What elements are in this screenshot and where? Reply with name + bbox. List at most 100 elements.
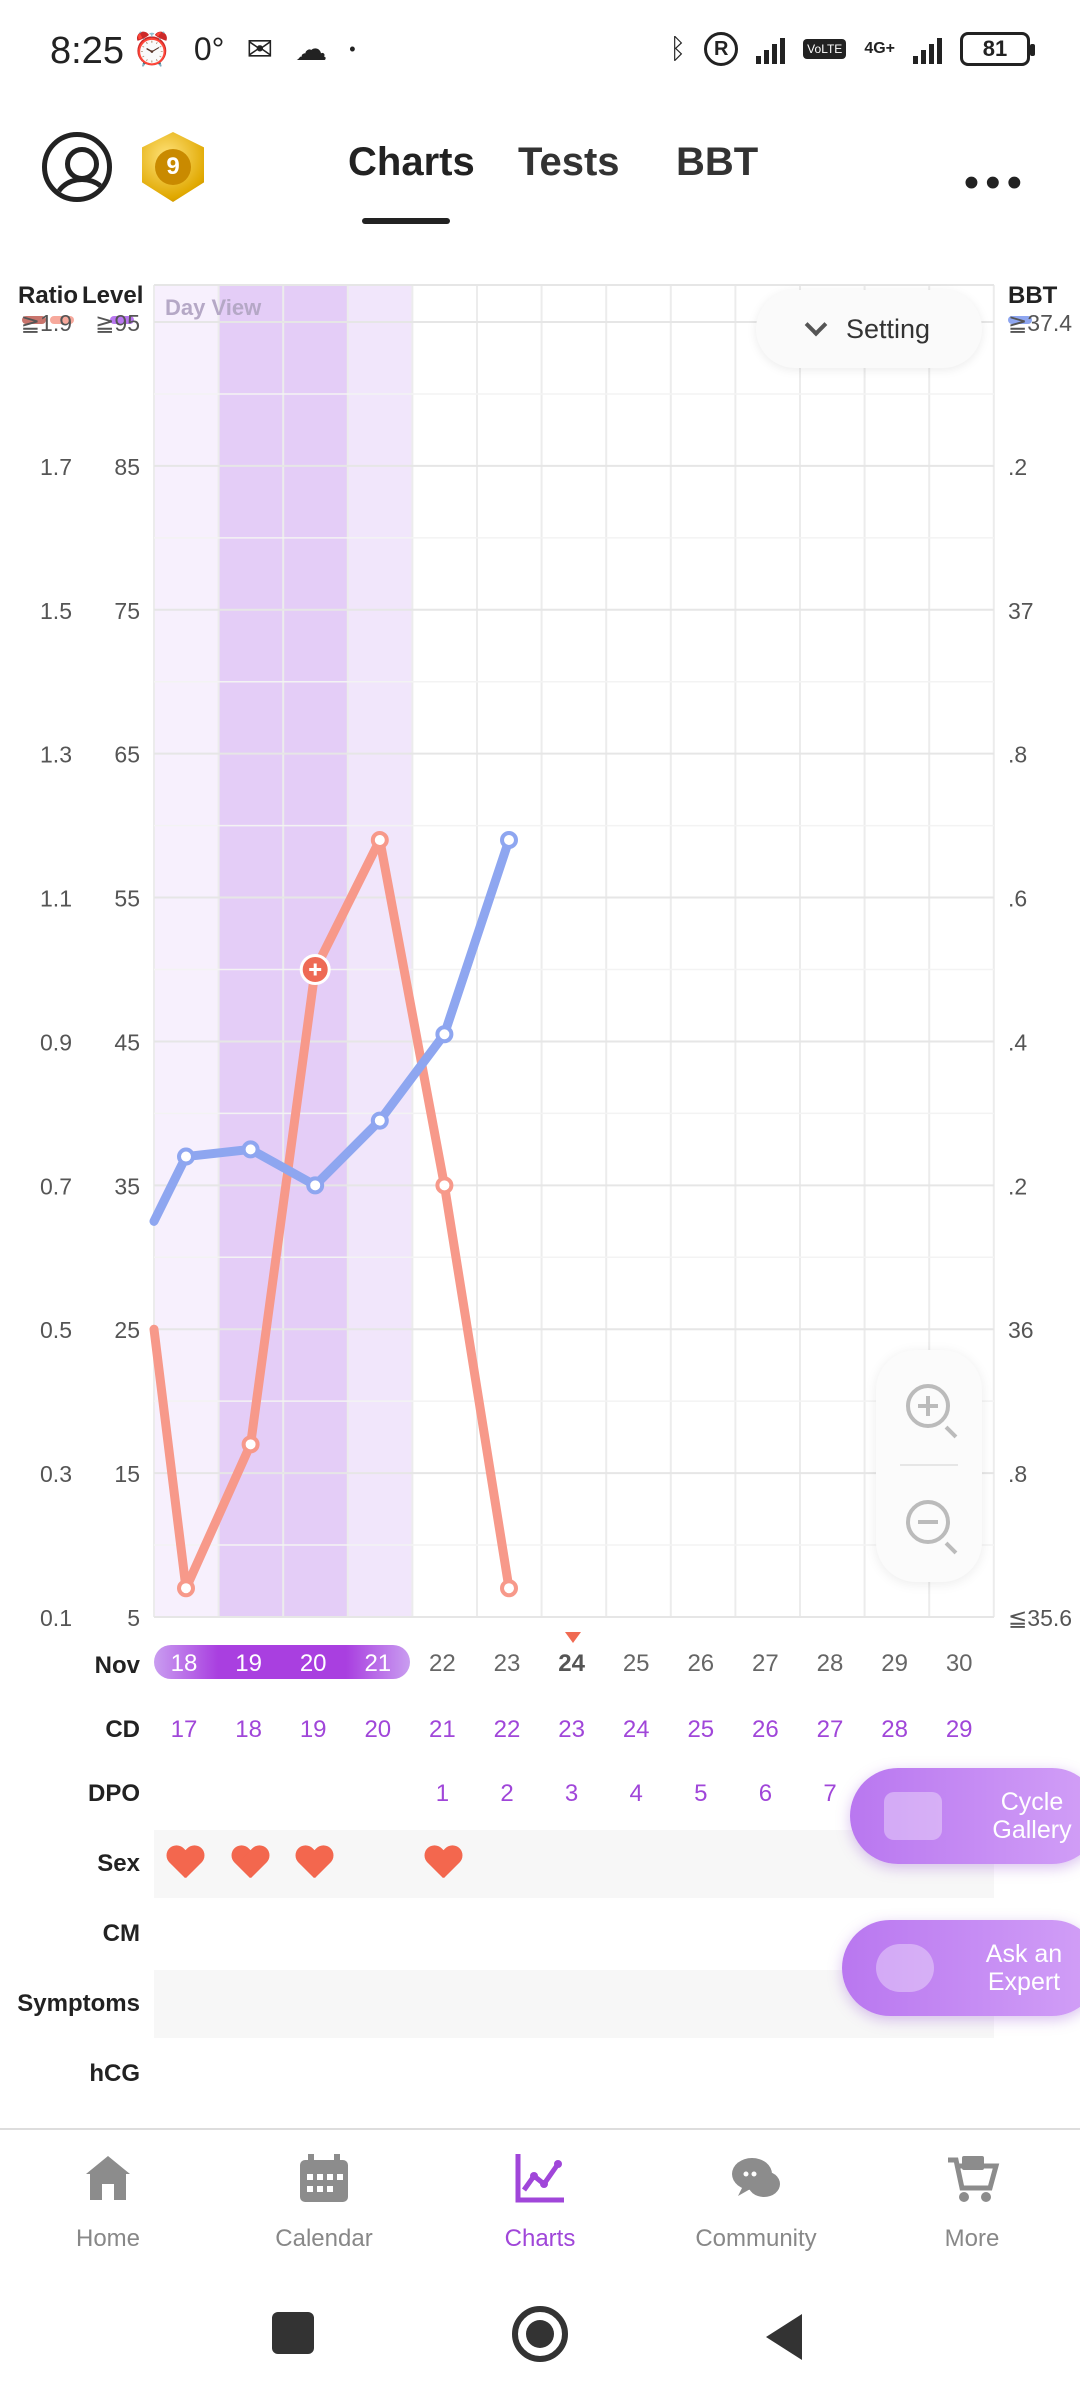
status-left-icons: ⏰ 0° ✉ ☁ • (132, 30, 356, 68)
bbt-data-point (500, 831, 518, 849)
cd-cell: 27 (816, 1716, 844, 1743)
level-data-point (435, 1176, 454, 1195)
bbt-tick-label: ≦35.6 (1008, 1605, 1072, 1631)
nav-community[interactable]: Community (676, 2150, 836, 2253)
back-icon[interactable] (762, 2312, 806, 2362)
cd-cell: 21 (429, 1716, 456, 1743)
status-right-icons: ᛒ R VoLTE 4G+ 81 (669, 32, 1035, 66)
alarm-icon: ⏰ (132, 31, 172, 67)
cloud-icon: ☁ (295, 31, 328, 67)
level-tick-label: 65 (114, 742, 140, 768)
more-options-icon[interactable]: ••• (963, 158, 1028, 207)
setting-button[interactable]: Setting (756, 290, 982, 368)
nav-more-label: More (944, 2225, 1000, 2252)
active-tab-indicator (362, 218, 450, 224)
date-cell[interactable]: 19 (235, 1650, 262, 1677)
date-cell[interactable]: 29 (881, 1650, 908, 1677)
hcg-label: hCG (89, 2060, 140, 2087)
zoom-divider (900, 1464, 958, 1466)
bbt-data-point (177, 1147, 195, 1166)
cycle-chart[interactable]: ≧1.9 ≧95 ≧37.4 1.7 85 .2 1.5 75 37 1.3 65 .8 1.1 55 .6… (0, 270, 1080, 1660)
ratio-axis-title: Ratio (18, 282, 78, 309)
date-cell[interactable]: 30 (945, 1650, 973, 1677)
level-data-point (241, 1435, 260, 1454)
tab-tests[interactable]: Tests (518, 140, 620, 184)
date-cell[interactable]: 26 (687, 1650, 715, 1677)
date-cell[interactable]: 25 (622, 1650, 650, 1677)
ratio-legend-dot-2 (50, 316, 74, 324)
ratio-tick-label: ≧1.9 (21, 310, 72, 336)
sex-label: Sex (97, 1850, 140, 1877)
bbt-data-point (306, 1176, 325, 1195)
level-data-point (177, 1579, 195, 1598)
volte-badge: VoLTE (803, 39, 847, 59)
date-cell[interactable]: 20 (299, 1650, 327, 1677)
cd-cell: 18 (235, 1716, 262, 1743)
zoom-controls (876, 1350, 982, 1582)
date-cell[interactable]: 28 (816, 1650, 844, 1677)
registered-icon: R (704, 32, 739, 66)
cycle-gallery-button[interactable]: Cycle Gallery (850, 1768, 1080, 1864)
heart-icon[interactable] (166, 1846, 204, 1880)
bluetooth-icon: ᛒ (669, 33, 687, 64)
date-cell[interactable]: 22 (429, 1650, 456, 1677)
cd-cell: 25 (687, 1716, 715, 1743)
dpo-cell: 2 (500, 1780, 514, 1807)
cd-label: CD (105, 1716, 140, 1743)
level-tick-label: 35 (114, 1173, 140, 1199)
zoom-out-icon[interactable] (906, 1500, 958, 1555)
level-data-point (500, 1579, 518, 1598)
clock: 8:25 (50, 30, 124, 72)
level-tick-label: 85 (114, 454, 140, 480)
dpo-cell: 5 (694, 1780, 708, 1807)
cd-cell: 22 (493, 1716, 521, 1743)
tab-charts[interactable]: Charts (348, 140, 475, 184)
date-cell[interactable]: 23 (493, 1650, 521, 1677)
nav-home[interactable]: Home (28, 2150, 188, 2253)
home-button-icon[interactable] (512, 2306, 568, 2362)
ask-expert-button[interactable]: Ask an Expert (842, 1920, 1080, 2016)
heart-icon[interactable] (424, 1846, 462, 1880)
nav-calendar[interactable]: Calendar (244, 2150, 404, 2253)
community-icon (732, 2158, 780, 2197)
profile-icon[interactable] (42, 132, 112, 202)
cm-label: CM (102, 1920, 140, 1947)
bbt-tick-label: .2 (1008, 1173, 1027, 1199)
date-cell[interactable]: 24 (558, 1650, 585, 1677)
level-tick-label: 55 (114, 886, 140, 912)
level-axis-title: Level (82, 282, 144, 309)
home-icon (86, 2156, 130, 2200)
setting-label: Setting (845, 313, 931, 344)
level-tick-label: 15 (114, 1461, 140, 1487)
bbt-tick-label: 36 (1008, 1317, 1034, 1343)
bbt-legend-dot (1008, 316, 1032, 324)
bbt-tick-label: ≧37.4 (1008, 310, 1072, 336)
level-legend-dot (110, 316, 134, 324)
level-tick-label: ≧95 (95, 310, 140, 336)
date-cell[interactable]: 21 (364, 1650, 392, 1677)
bbt-tick-label: .2 (1008, 454, 1027, 480)
gallery-chart-icon (884, 1792, 942, 1840)
top-tabs: Charts Tests BBT (0, 140, 1080, 224)
ratio-legend-dot-1 (22, 316, 46, 324)
nav-more[interactable]: More (892, 2150, 1052, 2253)
level-data-point (370, 831, 389, 849)
ratio-tick-label: 0.7 (40, 1173, 72, 1199)
recent-apps-icon[interactable] (272, 2312, 314, 2354)
date-cell[interactable]: 18 (170, 1650, 198, 1677)
zoom-in-icon[interactable] (906, 1384, 958, 1439)
heart-icon[interactable] (295, 1846, 333, 1880)
day-view-label: Day View (165, 295, 262, 320)
nav-charts[interactable]: Charts (460, 2150, 620, 2253)
temperature-text: 0° (193, 30, 225, 67)
date-cell[interactable]: 27 (752, 1650, 779, 1677)
today-marker-icon (565, 1632, 581, 1643)
signal-icon (756, 34, 786, 64)
cd-cell: 19 (299, 1716, 327, 1743)
bbt-tick-label: .8 (1008, 742, 1027, 768)
dpo-cell: 6 (758, 1780, 773, 1807)
heart-icon[interactable] (231, 1846, 269, 1880)
level-tick-label: 75 (114, 598, 140, 624)
level-tick-label: 25 (114, 1317, 140, 1343)
tab-bbt[interactable]: BBT (676, 140, 759, 184)
